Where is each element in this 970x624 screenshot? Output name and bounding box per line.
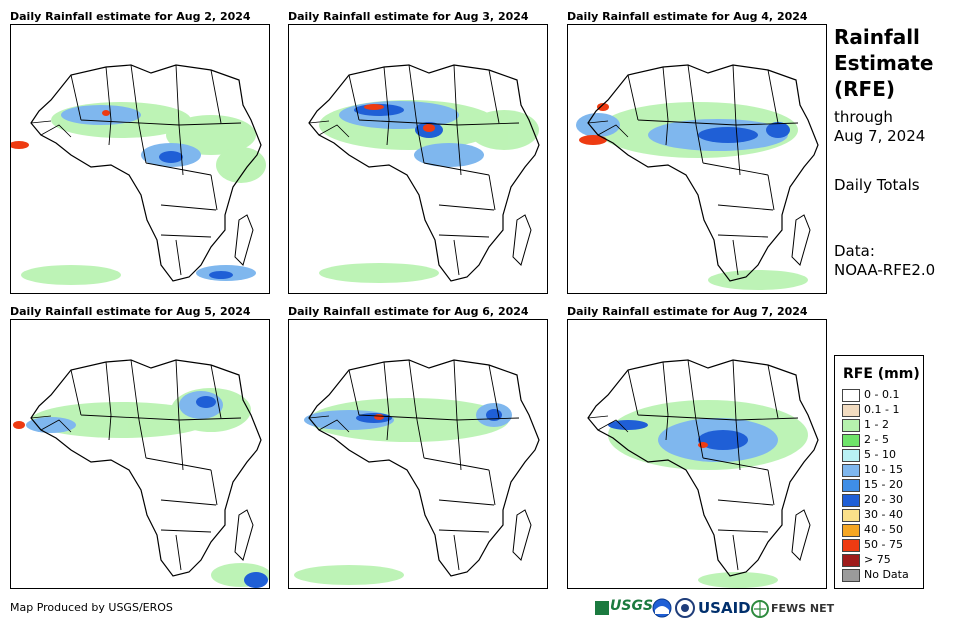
rainfall-map [567, 24, 827, 294]
panel-title: Daily Rainfall estimate for Aug 5, 2024 [10, 305, 251, 318]
legend-label: 50 - 75 [864, 538, 903, 551]
product-title: Rainfall Estimate (RFE) [834, 24, 933, 102]
legend-swatch [842, 389, 860, 402]
noaa-logo-icon [652, 598, 672, 620]
commerce-seal-icon [675, 598, 695, 620]
panel-title: Daily Rainfall estimate for Aug 6, 2024 [288, 305, 529, 318]
legend-label: 15 - 20 [864, 478, 903, 491]
fews-net-logo: FEWS NET [751, 598, 834, 620]
usgs-wordmark: USGS [610, 598, 654, 614]
legend-swatch [842, 419, 860, 432]
date-range: through Aug 7, 2024 [834, 108, 925, 146]
rainfall-map [288, 24, 548, 294]
title-line: Rainfall [834, 25, 920, 49]
legend-label: 0 - 0.1 [864, 388, 900, 401]
legend-swatch [842, 539, 860, 552]
usaid-wordmark: USAID [698, 599, 751, 617]
through-label: through [834, 108, 893, 126]
data-label: Data: [834, 242, 875, 260]
partner-logos: USGS USAID FEWS NET [595, 598, 834, 620]
usgs-logo: USGS [595, 598, 654, 620]
legend-label: 30 - 40 [864, 508, 903, 521]
legend-label: 2 - 5 [864, 433, 889, 446]
panel-title: Daily Rainfall estimate for Aug 7, 2024 [567, 305, 808, 318]
legend-label: No Data [864, 568, 909, 581]
legend-title: RFE (mm) [843, 366, 920, 382]
legend-label: > 75 [864, 553, 891, 566]
legend-label: 20 - 30 [864, 493, 903, 506]
legend-swatch [842, 434, 860, 447]
rainfall-map [10, 24, 270, 294]
legend-swatch [842, 524, 860, 537]
legend-swatch [842, 464, 860, 477]
totals-label: Daily Totals [834, 176, 920, 194]
legend-swatch [842, 449, 860, 462]
globe-icon [751, 600, 769, 618]
data-source-name: NOAA-RFE2.0 [834, 261, 936, 279]
title-line: (RFE) [834, 77, 896, 101]
legend-label: 10 - 15 [864, 463, 903, 476]
legend: RFE (mm) 0 - 0.1 0.1 - 1 1 - 2 2 - 5 5 -… [834, 355, 924, 589]
panel-title: Daily Rainfall estimate for Aug 2, 2024 [10, 10, 251, 23]
legend-label: 40 - 50 [864, 523, 903, 536]
legend-label: 0.1 - 1 [864, 403, 900, 416]
usgs-mark-icon [595, 601, 609, 615]
legend-label: 1 - 2 [864, 418, 889, 431]
panel-title: Daily Rainfall estimate for Aug 4, 2024 [567, 10, 808, 23]
panel-title: Daily Rainfall estimate for Aug 3, 2024 [288, 10, 529, 23]
legend-swatch [842, 554, 860, 567]
rainfall-map [567, 319, 827, 589]
title-line: Estimate [834, 51, 934, 75]
legend-swatch [842, 509, 860, 522]
map-credit: Map Produced by USGS/EROS [10, 601, 173, 614]
end-date: Aug 7, 2024 [834, 127, 926, 145]
legend-swatch [842, 569, 860, 582]
data-source: Data: NOAA-RFE2.0 [834, 242, 935, 280]
legend-swatch [842, 479, 860, 492]
usaid-logo: USAID [698, 598, 751, 620]
fews-net-wordmark: FEWS NET [771, 602, 835, 615]
legend-swatch [842, 494, 860, 507]
rainfall-map [10, 319, 270, 589]
rainfall-map [288, 319, 548, 589]
legend-label: 5 - 10 [864, 448, 896, 461]
legend-swatch [842, 404, 860, 417]
